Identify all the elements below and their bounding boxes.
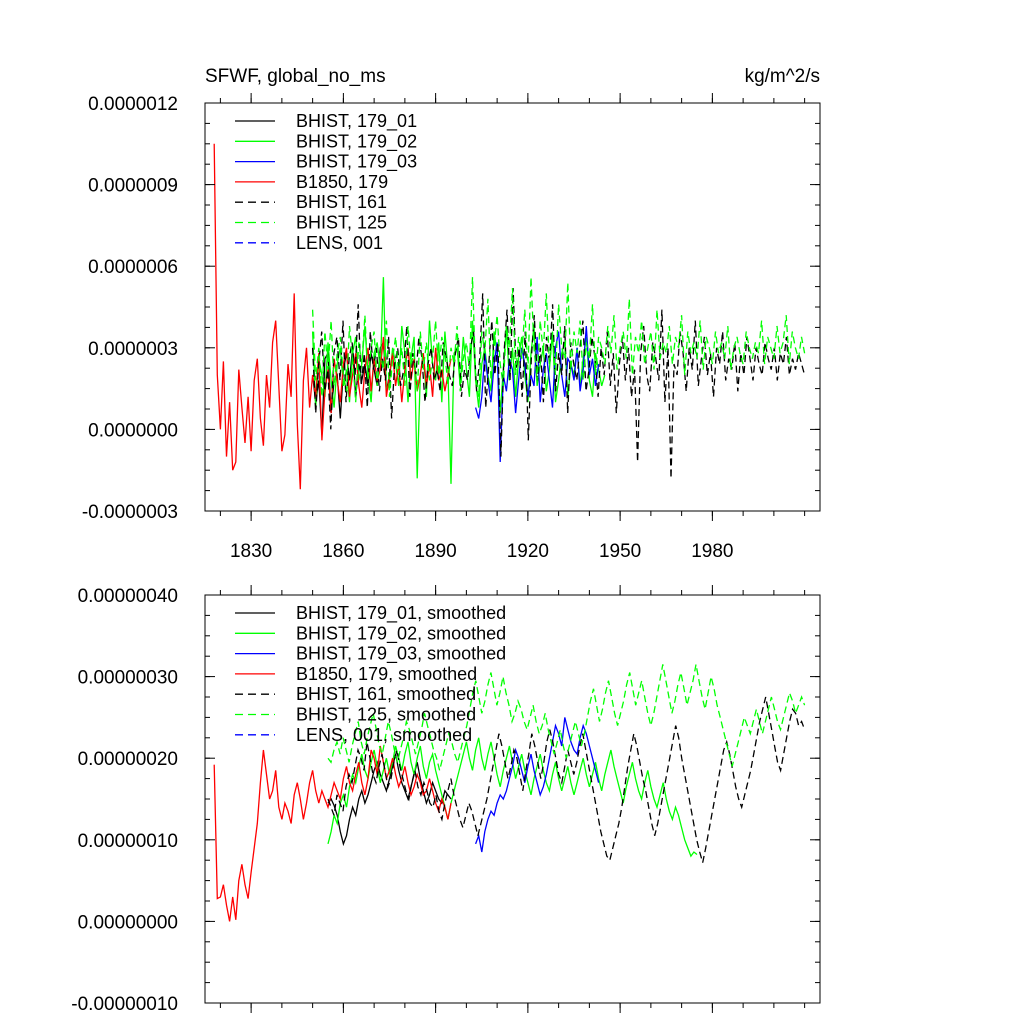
- legend-label: LENS, 001, smoothed: [296, 725, 472, 745]
- top-panel: SFWF, global_no_ms kg/m^2/s -0.0000003 0.…: [82, 66, 821, 562]
- series-line-bottom-0: [327, 753, 452, 847]
- y-tick-label: 0.0000006: [88, 257, 178, 278]
- y-tick-label: 0.00000000: [78, 912, 178, 933]
- x-tick-label: 1980: [691, 541, 733, 562]
- y-tick-label: 0.00000040: [78, 586, 178, 607]
- y-tick-label: -0.00000010: [71, 994, 178, 1015]
- legend-label: BHIST, 179_02: [296, 131, 417, 152]
- y-tick-label: 0.00000030: [78, 668, 178, 689]
- y-tick-label: 0.0000009: [88, 176, 178, 197]
- x-tick-label: 1920: [507, 541, 549, 562]
- top-axes: -0.0000003 0.0000000 0.0000003 0.0000006 0.0…: [82, 93, 820, 562]
- series-line-bottom-5: [327, 664, 806, 771]
- bottom-axes: -0.00000010 0.00000000 0.00000010 0.0000002…: [71, 585, 820, 1015]
- legend-label: LENS, 001: [296, 233, 383, 253]
- top-chart-title: SFWF, global_no_ms: [205, 66, 386, 87]
- top-series-group: [213, 143, 806, 490]
- top-chart-units: kg/m^2/s: [745, 66, 820, 87]
- legend-label: BHIST, 125, smoothed: [296, 705, 476, 725]
- legend-label: BHIST, 179_01, smoothed: [296, 603, 506, 624]
- legend-label: B1850, 179: [296, 172, 388, 192]
- legend-label: BHIST, 179_03, smoothed: [296, 644, 506, 665]
- series-line-top-4: [311, 287, 806, 479]
- y-tick-label: -0.0000003: [82, 502, 178, 523]
- legend-label: B1850, 179, smoothed: [296, 664, 477, 684]
- x-tick-label: 1830: [230, 541, 272, 562]
- legend-label: BHIST, 179_03: [296, 152, 417, 173]
- x-tick-label: 1860: [322, 541, 364, 562]
- x-tick-label: 1950: [599, 541, 641, 562]
- legend-label: BHIST, 161: [296, 192, 387, 212]
- x-tick-label: 1890: [414, 541, 456, 562]
- legend-label: BHIST, 161, smoothed: [296, 684, 476, 704]
- series-line-bottom-3: [213, 745, 452, 922]
- series-line-bottom-1: [327, 737, 698, 858]
- series-line-top-5: [311, 277, 806, 403]
- y-tick-label: 0.0000000: [88, 420, 178, 441]
- legend-label: BHIST, 179_02, smoothed: [296, 623, 506, 644]
- series-line-bottom-2: [474, 717, 600, 853]
- y-tick-label: 0.00000010: [78, 831, 178, 852]
- bottom-series-group: [213, 664, 806, 922]
- legend-label: BHIST, 125: [296, 213, 387, 233]
- y-tick-label: 0.00000020: [78, 749, 178, 770]
- y-tick-label: 0.0000003: [88, 339, 178, 360]
- bottom-panel: -0.00000010 0.00000000 0.00000010 0.0000002…: [71, 585, 821, 1015]
- legend-label: BHIST, 179_01: [296, 111, 417, 132]
- y-tick-label: 0.0000012: [88, 94, 178, 115]
